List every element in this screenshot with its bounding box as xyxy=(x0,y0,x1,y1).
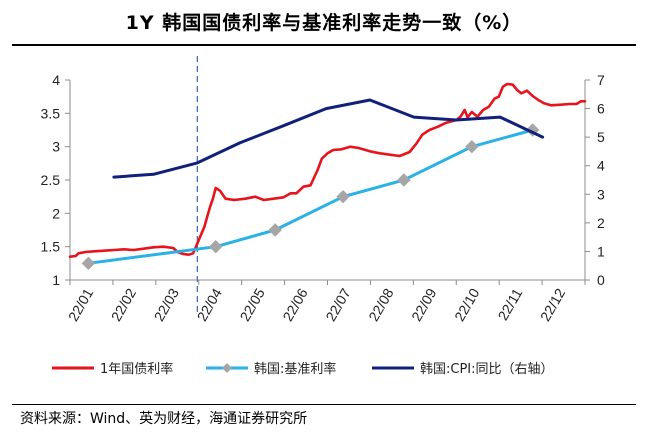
right-axis-tick-label: 1 xyxy=(597,243,605,259)
x-axis-tick-label: 22/04 xyxy=(194,285,225,324)
series-line-2 xyxy=(86,128,535,265)
x-axis-tick-label: 22/06 xyxy=(279,285,310,324)
series-2-point xyxy=(268,223,282,237)
x-axis-tick-label: 22/11 xyxy=(495,285,526,323)
right-axis-tick-label: 5 xyxy=(597,129,605,145)
source-note: 资料来源：Wind、英为财经，海通证券研究所 xyxy=(20,411,308,427)
right-axis-tick-label: 2 xyxy=(597,215,605,231)
legend-marker-2 xyxy=(222,363,232,373)
x-axis-tick-label: 22/09 xyxy=(408,285,439,324)
left-axis-tick-label: 1 xyxy=(52,272,60,288)
chart-legend: 1年国债利率 韩国:基准利率 韩国:CPI:同比（右轴） xyxy=(52,361,554,377)
source-divider xyxy=(12,404,636,405)
series-2-point xyxy=(209,239,223,254)
right-axis-tick-label: 6 xyxy=(597,101,605,117)
series-2-point xyxy=(81,256,96,271)
left-axis-tick-label: 2 xyxy=(52,205,60,221)
legend-label-1: 1年国债利率 xyxy=(100,361,173,377)
right-axis-tick-label: 0 xyxy=(597,272,605,288)
x-axis-tick-label: 22/12 xyxy=(537,285,568,324)
title-divider xyxy=(12,44,636,46)
x-axis-tick-label: 22/01 xyxy=(65,285,96,324)
line-chart: 1 1.5 2 2.5 3 3.5 4 0 1 2 3 4 5 6 7 22/01 22/02 22/03 22/0… xyxy=(41,56,605,377)
right-axis-tick-label: 4 xyxy=(597,158,605,174)
x-axis-tick-label: 22/05 xyxy=(236,285,267,324)
x-axis-tick-label: 22/02 xyxy=(108,285,139,324)
x-axis-tick-label: 22/03 xyxy=(151,285,182,324)
x-axis-tick-label: 22/08 xyxy=(365,285,396,324)
left-axis-tick-label: 4 xyxy=(52,72,60,88)
series-2-point xyxy=(465,139,479,154)
left-axis-tick-label: 3.5 xyxy=(41,105,61,121)
x-axis-tick-label: 22/10 xyxy=(451,285,482,324)
chart-title: 1Y 韩国国债利率与基准利率走势一致（%） xyxy=(125,12,523,34)
right-axis-tick-label: 7 xyxy=(597,72,605,88)
series-line-1 xyxy=(68,82,587,259)
x-axis-tick-label: 22/07 xyxy=(322,285,353,324)
legend-label-3: 韩国:CPI:同比（右轴） xyxy=(420,362,554,377)
left-axis-tick-label: 2.5 xyxy=(41,172,61,188)
left-axis-tick-label: 3 xyxy=(52,139,60,155)
series-line-3 xyxy=(112,98,545,179)
chart-plot-area xyxy=(68,56,587,312)
right-axis-tick-label: 3 xyxy=(597,186,605,202)
legend-label-2: 韩国:基准利率 xyxy=(254,361,336,377)
series-2-point xyxy=(397,173,411,187)
series-2-point xyxy=(336,189,350,204)
left-axis-tick-label: 1.5 xyxy=(41,239,61,255)
